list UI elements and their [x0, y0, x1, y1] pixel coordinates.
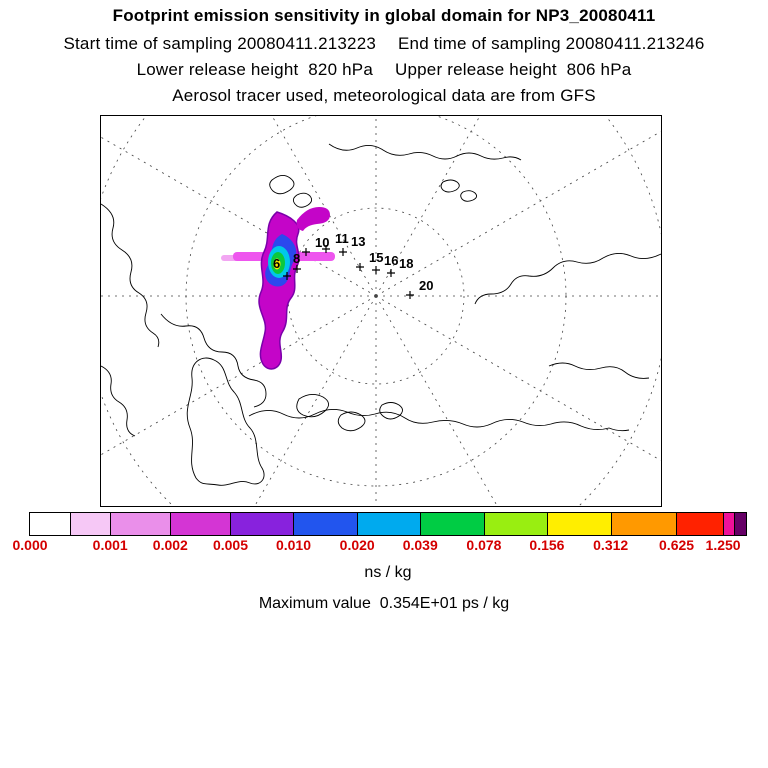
colorbar-cell [30, 513, 71, 535]
end-time-text: End time of sampling 20080411.213246 [398, 34, 705, 53]
sampling-time-line: Start time of sampling 20080411.213223 E… [0, 34, 768, 54]
trajectory-hour-label: 11 [335, 231, 349, 246]
colorbar-cell [420, 513, 484, 535]
colorbar-cell [170, 513, 231, 535]
colorbar-tick-label: 0.625 [659, 537, 695, 553]
colorbar-ticks: 0.000 0.001 0.002 0.005 0.010 0.020 0.039 0.078… [12, 537, 746, 555]
colorbar [29, 512, 747, 536]
graticule-grid [0, 0, 768, 726]
trajectory-hour-label: 6 [273, 256, 280, 271]
colorbar-cell [676, 513, 724, 535]
colorbar-cell [483, 513, 547, 535]
trajectory-layer: 6 8 10 11 13 15 16 18 20 [273, 231, 433, 299]
tracer-info-line: Aerosol tracer used, meteorological data… [172, 86, 596, 105]
colorbar-cell [610, 513, 677, 535]
colorbar-tick-label: 0.020 [339, 537, 375, 553]
colorbar-tick-label: 0.312 [593, 537, 629, 553]
colorbar-cell [723, 513, 735, 535]
trajectory-cross-marker [302, 248, 310, 256]
map-canvas: 6 8 10 11 13 15 16 18 20 [0, 0, 768, 726]
trajectory-hour-label: 10 [315, 235, 329, 250]
sensitivity-plume [221, 207, 335, 370]
trajectory-cross-marker [283, 272, 291, 280]
colorbar-cell [110, 513, 171, 535]
trajectory-hour-label: 16 [384, 253, 398, 268]
trajectory-hour-label: 8 [293, 251, 300, 266]
trajectory-cross-marker [356, 263, 364, 271]
maximum-value-label: Maximum value 0.354E+01 ps / kg [258, 595, 510, 612]
colorbar-cell [734, 513, 746, 535]
page-title: Footprint emission sensitivity in global… [112, 6, 656, 25]
lower-release-text: Lower release height 820 hPa [136, 60, 373, 79]
trajectory-cross-marker [372, 266, 380, 274]
colorbar-cell [230, 513, 294, 535]
trajectory-hour-label: 18 [399, 256, 413, 271]
release-height-line: Lower release height 820 hPa Upper relea… [0, 60, 768, 80]
trajectory-hour-label: 15 [369, 250, 383, 265]
trajectory-cross-marker [339, 248, 347, 256]
colorbar-tick-label: 0.005 [212, 537, 248, 553]
trajectory-cross-marker [406, 291, 414, 299]
colorbar-tick-label: 1.250 [705, 537, 741, 553]
colorbar-tick-label: 0.078 [466, 537, 502, 553]
colorbar-tick-label: 0.001 [92, 537, 128, 553]
coastlines [100, 143, 662, 486]
colorbar-unit-label: ns / kg [364, 564, 412, 581]
colorbar-cell [546, 513, 611, 535]
colorbar-cell [293, 513, 358, 535]
start-time-text: Start time of sampling 20080411.213223 [63, 34, 377, 53]
trajectory-hour-label: 20 [419, 278, 433, 293]
upper-release-text: Upper release height 806 hPa [395, 60, 632, 79]
polar-map-svg: 6 8 10 11 13 15 16 18 20 [0, 0, 768, 726]
colorbar-cell [357, 513, 421, 535]
trajectory-cross-marker [387, 269, 395, 277]
colorbar-tick-label: 0.156 [529, 537, 565, 553]
colorbar-tick-label: 0.039 [402, 537, 438, 553]
colorbar-tick-label: 0.010 [275, 537, 312, 553]
colorbar-tick-label: 0.000 [12, 537, 48, 553]
trajectory-cross-marker [322, 245, 330, 253]
trajectory-cross-marker [293, 265, 301, 273]
colorbar-cell [70, 513, 111, 535]
trajectory-hour-label: 13 [351, 234, 365, 249]
colorbar-tick-label: 0.002 [152, 537, 188, 553]
